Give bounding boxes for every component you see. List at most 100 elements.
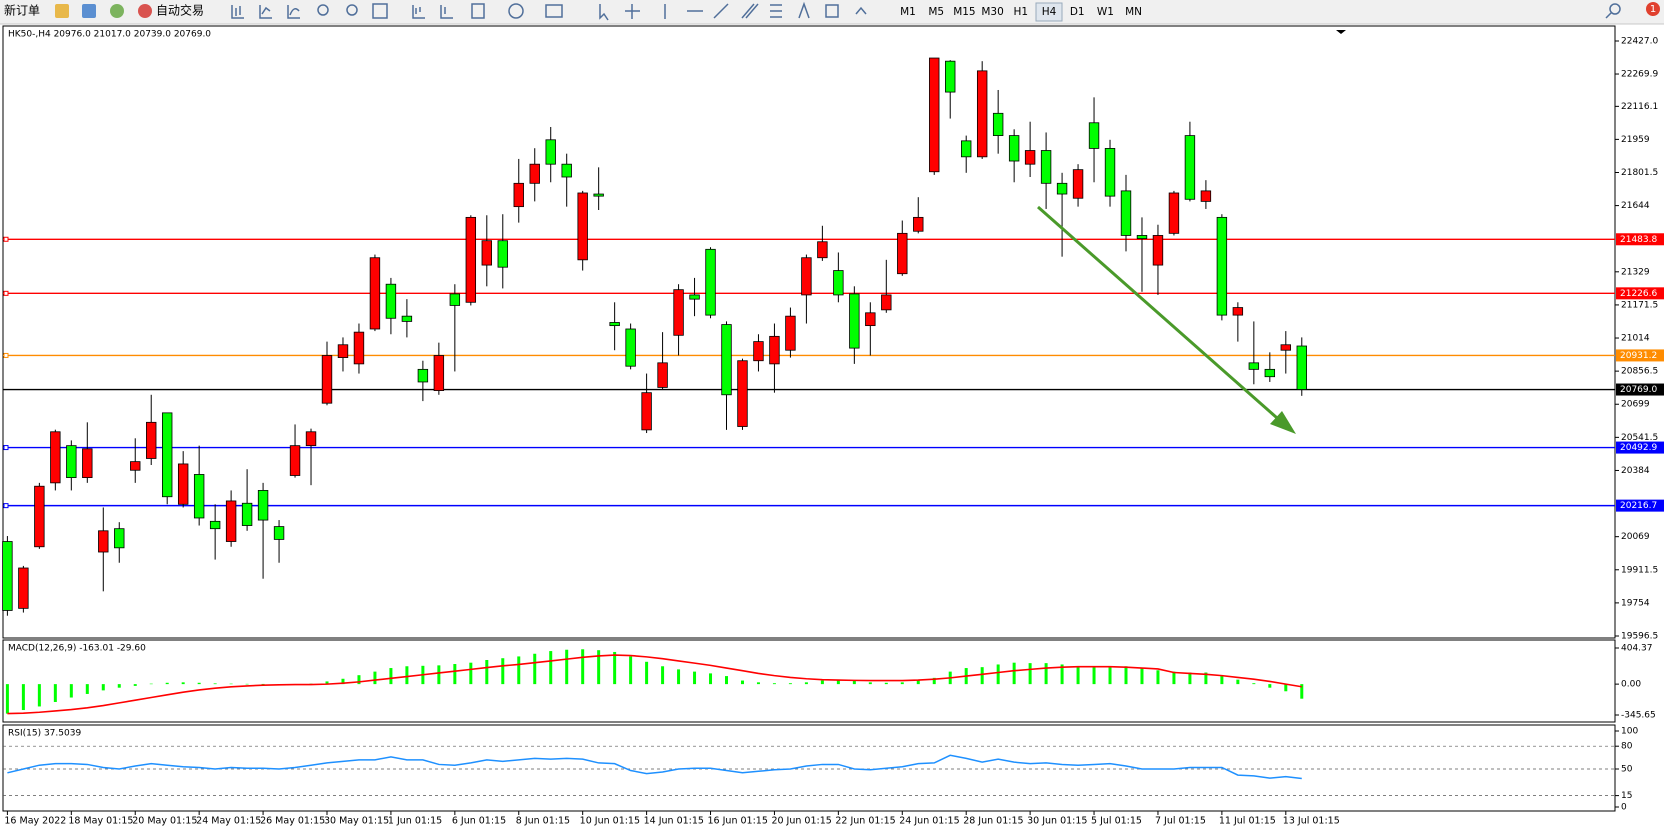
- macd-bar: [5, 684, 9, 714]
- macd-bar: [932, 677, 936, 685]
- timeframe-button[interactable]: MN: [1125, 6, 1142, 18]
- macd-bar: [1124, 666, 1128, 685]
- timeframe-button[interactable]: M30: [981, 6, 1003, 18]
- candle-body: [337, 344, 349, 358]
- candle-body: [1104, 148, 1116, 197]
- icon[interactable]: [412, 5, 425, 19]
- panel-title: HK50-,H4 20976.0 21017.0 20739.0 20769.0: [8, 30, 211, 40]
- macd-bar: [836, 679, 840, 685]
- badge-count: 1: [1650, 4, 1656, 15]
- icon[interactable]: [798, 1, 810, 19]
- candle-body: [114, 528, 125, 549]
- timeframe-button[interactable]: W1: [1097, 6, 1114, 18]
- timeframe-active[interactable]: [1035, 2, 1063, 22]
- timeframe-button[interactable]: D1: [1070, 6, 1085, 18]
- macd-bar: [597, 650, 601, 685]
- y-tick-label: 21644: [1621, 201, 1650, 211]
- icon[interactable]: [471, 3, 485, 19]
- candle-body: [1024, 150, 1036, 165]
- candle-body: [1008, 135, 1020, 162]
- icon[interactable]: [317, 4, 329, 16]
- macd-bar: [53, 684, 57, 702]
- candle-body: [641, 392, 652, 431]
- icon[interactable]: [741, 3, 759, 19]
- icon[interactable]: [231, 5, 244, 19]
- candle-body: [481, 240, 493, 266]
- y-tick-label: 21959: [1621, 135, 1650, 145]
- candle-body: [945, 60, 956, 93]
- icon[interactable]: [825, 4, 839, 18]
- candle-body: [433, 355, 445, 391]
- macd-bar: [149, 683, 153, 685]
- candle-body: [721, 324, 732, 396]
- auto-trading-button[interactable]: 自动交易: [156, 3, 204, 18]
- candle-body: [833, 270, 844, 296]
- icon[interactable]: [110, 4, 124, 18]
- y-tick-label: -345.65: [1621, 711, 1656, 721]
- x-tick-label: 18 May 01:15: [68, 816, 133, 827]
- timeframe-button[interactable]: H4: [1042, 6, 1057, 18]
- x-tick-label: 30 Jun 01:15: [1027, 816, 1087, 827]
- icon[interactable]: [855, 6, 867, 15]
- x-tick-label: 24 May 01:15: [196, 816, 261, 827]
- macd-bar: [581, 649, 585, 685]
- arrow-head: [1270, 411, 1296, 434]
- price-tag-label: 20216.7: [1620, 501, 1657, 511]
- icon[interactable]: [346, 4, 358, 16]
- macd-bar: [788, 683, 792, 685]
- icon[interactable]: [372, 3, 388, 19]
- y-tick-label: 21171.5: [1621, 300, 1658, 310]
- auto-trading-icon[interactable]: [138, 4, 152, 18]
- line-handle: [3, 445, 9, 451]
- icon[interactable]: [259, 5, 272, 19]
- macd-bar: [501, 658, 505, 685]
- candle-body: [241, 502, 253, 526]
- macd-bar: [820, 680, 824, 685]
- timeframe-button[interactable]: H1: [1014, 6, 1029, 18]
- macd-bar: [900, 682, 904, 685]
- search-icon[interactable]: [1605, 12, 1612, 19]
- icon[interactable]: [545, 4, 563, 18]
- candle-body: [673, 289, 684, 336]
- candle-body: [897, 232, 908, 275]
- macd-bar: [405, 666, 409, 685]
- icon[interactable]: [55, 4, 69, 18]
- macd-bar: [165, 682, 169, 685]
- candle-body: [1216, 216, 1228, 316]
- y-tick-label: 19754: [1621, 598, 1650, 608]
- trend-arrow: [1037, 205, 1296, 434]
- timeframe-button[interactable]: M1: [900, 6, 916, 18]
- shift-marker: [1336, 30, 1346, 34]
- search-icon[interactable]: [1609, 3, 1621, 15]
- price-tag: [1616, 287, 1664, 300]
- icon[interactable]: [599, 4, 609, 21]
- macd-bar: [453, 664, 457, 685]
- macd-bar: [693, 671, 697, 685]
- new-order-button[interactable]: 新订单: [4, 3, 40, 18]
- icon[interactable]: [625, 4, 640, 19]
- y-tick-label: 19596.5: [1621, 632, 1658, 642]
- y-tick-label: 80: [1621, 742, 1633, 752]
- icon[interactable]: [508, 3, 524, 19]
- icon[interactable]: [287, 5, 300, 19]
- candle-body: [801, 257, 812, 296]
- timeframe-button[interactable]: M15: [953, 6, 975, 18]
- icon[interactable]: [440, 5, 453, 19]
- candle-body: [209, 520, 221, 530]
- price-tag: [1616, 383, 1664, 396]
- macd-bar: [980, 667, 984, 685]
- macd-bar: [804, 682, 808, 685]
- icon[interactable]: [770, 4, 782, 18]
- timeframe-button[interactable]: M5: [928, 6, 944, 18]
- macd-bar: [549, 651, 553, 685]
- icon[interactable]: [82, 4, 96, 18]
- candle-body: [1040, 150, 1052, 184]
- macd-bar: [21, 684, 25, 711]
- tool-icons: [231, 1, 1621, 21]
- notification-badge[interactable]: [1646, 2, 1660, 16]
- icon[interactable]: [713, 3, 729, 19]
- timeframes: M1 M5 M15 M30 H1 H4 D1 W1 MN: [900, 2, 1142, 22]
- candle-body: [929, 57, 940, 173]
- panel-title: RSI(15) 37.5039: [8, 729, 81, 739]
- macd-bar: [1140, 668, 1144, 685]
